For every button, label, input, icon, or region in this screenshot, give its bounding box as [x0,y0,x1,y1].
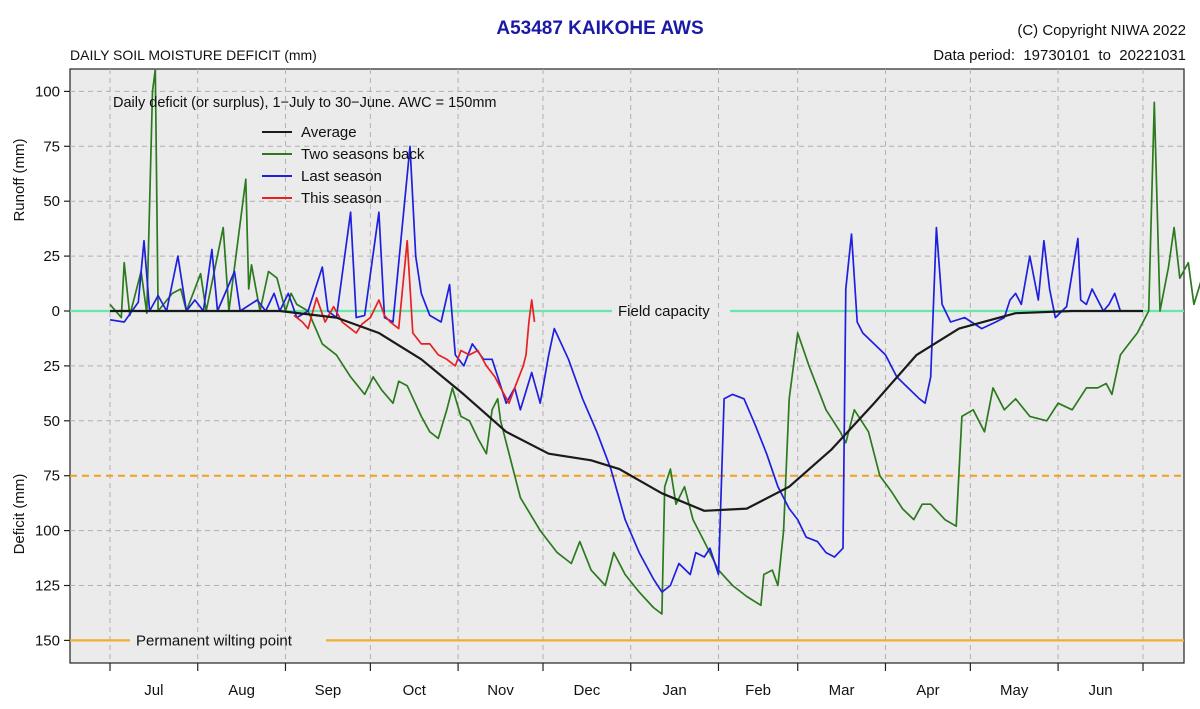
y-tick-label: 150 [35,632,60,649]
reference-line-label: Field capacity [618,303,710,320]
y-tick-label: 100 [35,83,60,100]
legend-label: Average [301,124,357,141]
x-tick-label: Apr [916,682,939,699]
x-tick-label: Dec [574,682,601,699]
y-axis-label-deficit: Deficit (mm) [11,474,28,555]
x-tick-label: Jun [1088,682,1112,699]
series-last-season [109,145,1122,593]
legend-label: This season [301,190,382,207]
x-tick-label: Feb [745,682,771,699]
y-tick-label: 100 [35,523,60,540]
copyright-notice: (C) Copyright NIWA 2022 [1017,22,1186,39]
legend-label: Last season [301,168,382,185]
x-tick-label: Jan [663,682,687,699]
legend: Average Two seasons back Last season This s… [262,124,425,207]
y-tick-label: 75 [43,138,60,155]
series-lines [109,68,1200,615]
y-tick-label: 25 [43,358,60,375]
series-average [110,309,1143,512]
axes: 100 75 50 25 0 25 50 75 100 125 150 Jul Aug Sep Oct Nov… [35,83,1144,699]
grid-lines [70,69,1184,663]
x-tick-label: Oct [403,682,427,699]
reference-line-label: Permanent wilting point [136,632,293,649]
y-tick-label: 75 [43,468,60,485]
x-tick-label: Nov [487,682,514,699]
data-period-text: Data period: 19730101 to 20221031 [933,47,1186,64]
x-tick-label: Sep [315,682,342,699]
y-axis-label-runoff: Runoff (mm) [11,138,28,221]
series-two-seasons-back [109,68,1200,615]
data-period: Data period: 19730101 to 20221031 [933,47,1186,64]
legend-label: Two seasons back [301,146,425,163]
series-this-season [293,239,536,405]
y-tick-label: 50 [43,413,60,430]
y-tick-label: 0 [52,303,60,320]
x-tick-label: Jul [144,682,163,699]
x-tick-label: Mar [829,682,855,699]
chart-annotation: Daily deficit (or surplus), 1−July to 30… [113,95,496,111]
chart-title: A53487 KAIKOHE AWS [496,18,704,39]
y-tick-label: 125 [35,578,60,595]
x-tick-label: May [1000,682,1029,699]
chart-subtitle: DAILY SOIL MOISTURE DEFICIT (mm) [70,47,317,63]
y-tick-label: 50 [43,193,60,210]
y-tick-label: 25 [43,248,60,265]
x-tick-label: Aug [228,682,255,699]
